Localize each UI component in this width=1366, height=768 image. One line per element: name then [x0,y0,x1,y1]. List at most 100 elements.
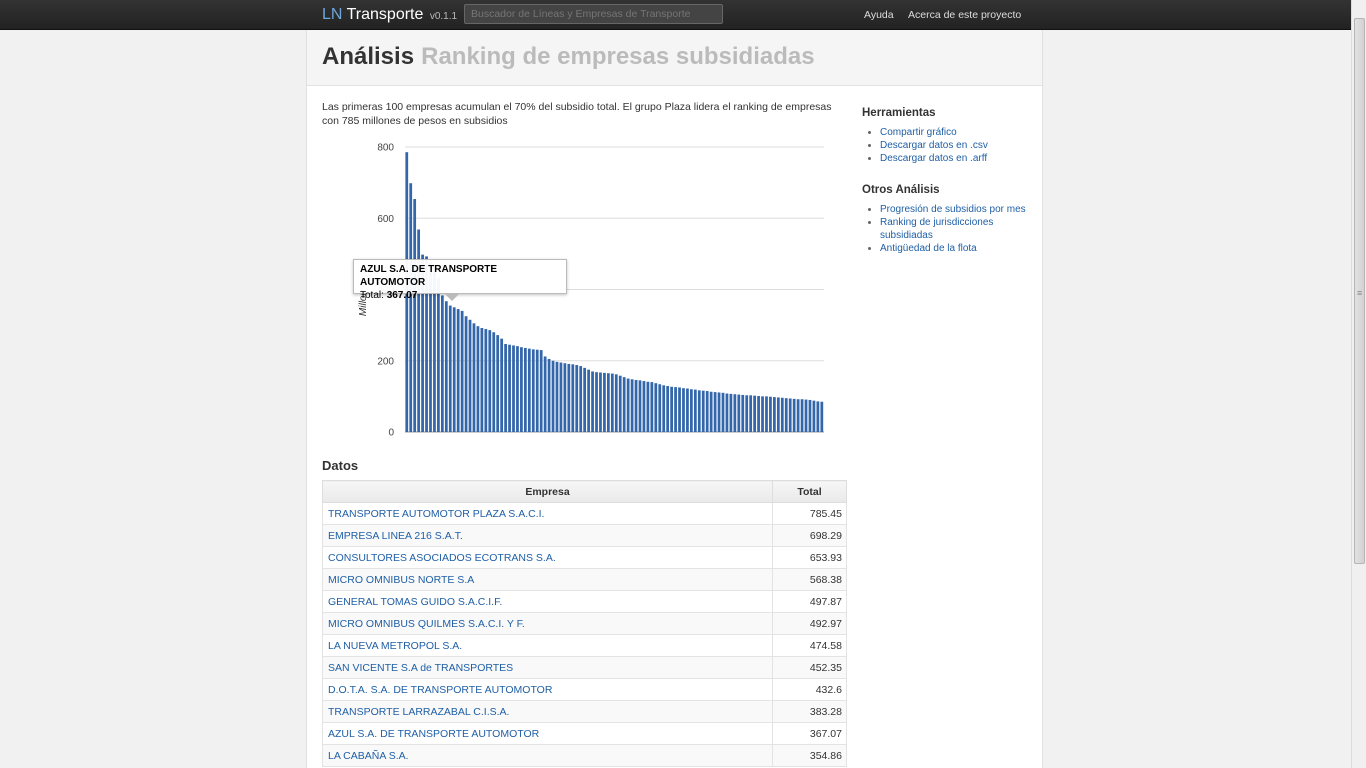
chart-bar [563,363,567,432]
ranking-chart: 0200400600800Millon AZUL S.A. DE TRANSPO… [322,138,847,468]
list-item: Antigüedad de la flota [880,242,1032,255]
grip-icon: ≡ [1357,288,1363,298]
empresa-link[interactable]: MICRO OMNIBUS QUILMES S.A.C.I. Y F. [328,617,525,630]
otros-analisis-heading: Otros Análisis [862,184,940,196]
search-input[interactable] [464,4,723,24]
progresion-subsidios-link[interactable]: Progresión de subsidios por mes [880,204,1026,215]
main-container: Análisis Ranking de empresas subsidiadas… [306,30,1043,768]
chart-bar [543,356,547,432]
list-item: Ranking de jurisdicciones subsidiadas [880,216,1032,242]
compartir-grafico-link[interactable]: Compartir gráfico [880,127,957,138]
empresa-link[interactable]: GENERAL TOMAS GUIDO S.A.C.I.F. [328,595,503,608]
chart-bar [618,375,622,432]
empresa-cell: GENERAL TOMAS GUIDO S.A.C.I.F. [322,590,773,613]
empresa-link[interactable]: MICRO OMNIBUS NORTE S.A [328,573,475,586]
chart-bar [547,358,551,432]
nav-acerca-link[interactable]: Acerca de este proyecto [908,9,1022,21]
chart-bar [579,366,583,432]
chart-bar [523,347,527,432]
chart-bar [816,401,820,432]
page-scrollbar[interactable]: ≡ [1351,0,1366,768]
chart-bar [662,385,666,432]
chart-bar [686,388,689,432]
brand-ln: LN [322,6,343,23]
empresa-link[interactable]: CONSULTORES ASOCIADOS ECOTRANS S.A. [328,551,556,564]
herramientas-list: Compartir gráfico Descargar datos en .cs… [862,126,1032,165]
empresa-link[interactable]: D.O.T.A. S.A. DE TRANSPORTE AUTOMOTOR [328,683,553,696]
chart-bar [472,323,476,432]
chart-tooltip: AZUL S.A. DE TRANSPORTE AUTOMOTOR Total:… [353,259,567,301]
y-axis-label: Millon [358,290,369,317]
chart-bar [654,383,658,432]
empresa-link[interactable]: AZUL S.A. DE TRANSPORTE AUTOMOTOR [328,727,540,740]
scrollbar-thumb[interactable]: ≡ [1354,18,1365,564]
sidebar: Herramientas Compartir gráfico Descargar… [862,107,1032,274]
empresa-cell: D.O.T.A. S.A. DE TRANSPORTE AUTOMOTOR [322,678,773,701]
chart-bar [705,391,709,432]
chart-bar [741,394,745,432]
chart-bar [448,305,452,432]
chart-bar [539,350,543,432]
chart-bar [622,377,626,432]
chart-bar [761,396,764,432]
chart-bar [674,387,677,432]
chart-bar [551,360,555,432]
chart-bar [480,327,484,432]
empresa-link[interactable]: EMPRESA LINEA 216 S.A.T. [328,529,463,542]
herramientas-heading: Herramientas [862,107,936,119]
empresa-link[interactable]: TRANSPORTE LARRAZABAL C.I.S.A. [328,705,510,718]
total-cell: 474.58 [772,634,847,657]
descargar-csv-link[interactable]: Descargar datos en .csv [880,140,988,151]
chart-bar [737,394,741,432]
chart-bar [701,390,705,432]
chart-bar [670,386,673,432]
empresa-link[interactable]: LA CABAÑA S.A. [328,749,409,762]
chart-bar [440,295,444,432]
table-row: MICRO OMNIBUS QUILMES S.A.C.I. Y F. 492.9… [322,612,847,635]
chart-bar [567,363,571,432]
empresa-link[interactable]: TRANSPORTE AUTOMOTOR PLAZA S.A.C.I. [328,507,545,520]
chart-bar [571,364,575,432]
chart-bar [464,316,468,432]
chart-bar [784,398,788,432]
page-title: Análisis [322,43,415,70]
empresa-link[interactable]: SAN VICENTE S.A de TRANSPORTES [328,661,514,674]
table-row: LA NUEVA METROPOL S.A. 474.58 [322,634,847,657]
empresa-cell: LA NUEVA METROPOL S.A. [322,634,773,657]
chart-bar [484,329,488,432]
nav-ayuda-link[interactable]: Ayuda [864,9,894,21]
descargar-arff-link[interactable]: Descargar datos en .arff [880,153,988,164]
empresa-cell: TRANSPORTE AUTOMOTOR PLAZA S.A.C.I. [322,502,773,525]
chart-bar [456,309,460,432]
chart-bar [749,395,753,432]
chart-bar [796,399,800,432]
brand-logo[interactable]: LN Transporte v0.1.1 [322,6,457,24]
column-header-total[interactable]: Total [772,480,847,503]
list-item: Descargar datos en .arff [880,152,1032,165]
total-cell: 432.6 [772,678,847,701]
top-navbar: LN Transporte v0.1.1 Ayuda Acerca de est… [0,0,1351,30]
chart-bar [812,400,816,432]
empresa-cell: TRANSPORTE LARRAZABAL C.I.S.A. [322,700,773,723]
chart-bar [425,256,428,432]
antiguedad-flota-link[interactable]: Antigüedad de la flota [880,243,977,254]
empresa-link[interactable]: LA NUEVA METROPOL S.A. [328,639,463,652]
list-item: Descargar datos en .csv [880,139,1032,152]
datos-heading: Datos [322,458,359,473]
chart-bar [769,396,772,432]
column-header-empresa[interactable]: Empresa [322,480,773,503]
page-subtitle: Ranking de empresas subsidiadas [421,43,815,70]
chart-bar [488,330,492,432]
chart-bar [666,386,670,432]
chart-bar [437,277,440,432]
chart-bar [765,396,768,432]
ranking-jurisdicciones-link[interactable]: Ranking de jurisdicciones subsidiadas [880,217,994,241]
chart-bar [527,348,531,432]
chart-bar [555,361,559,432]
chart-bar [413,199,417,432]
chart-bar [757,396,760,432]
chart-bar [733,394,737,432]
chart-bar [650,382,654,432]
total-cell: 653.93 [772,546,847,569]
chart-bar [780,397,784,432]
